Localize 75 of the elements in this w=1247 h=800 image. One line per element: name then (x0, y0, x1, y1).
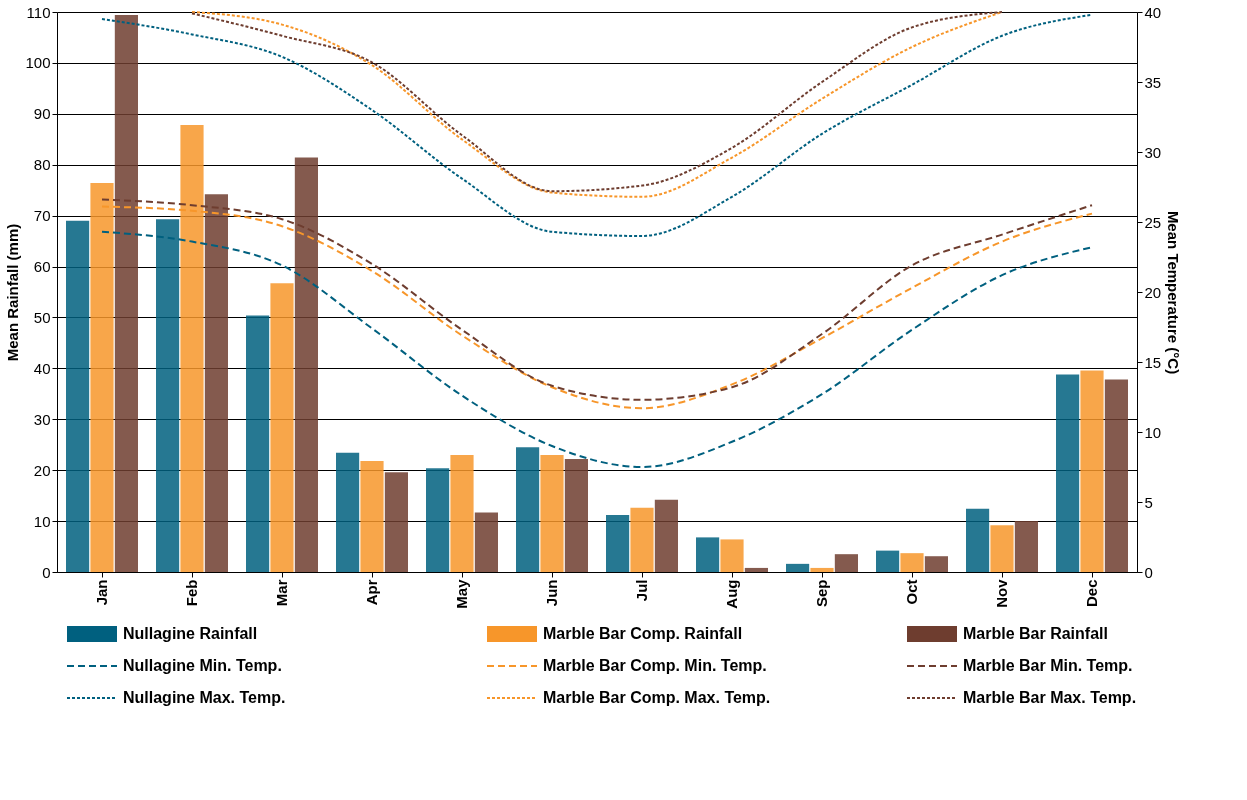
y2-tick-label: 25 (1144, 213, 1162, 231)
bar (384, 472, 408, 572)
x-tick-label: Nov (993, 578, 1010, 608)
bar (876, 550, 900, 572)
bar (606, 514, 630, 572)
bar (786, 563, 810, 572)
legend-label: Marble Bar Min. Temp. (963, 657, 1133, 674)
bar (654, 499, 678, 572)
y-tick-label: 10 (33, 512, 51, 530)
legend-label: Marble Bar Comp. Max. Temp. (543, 689, 771, 706)
y2-tick-label: 35 (1144, 73, 1162, 91)
bar (66, 220, 90, 572)
x-tick-label: Feb (183, 579, 200, 607)
bar (720, 539, 744, 572)
bar (1080, 370, 1104, 572)
line-series (101, 13, 1093, 237)
y-tick-label: 100 (25, 54, 51, 72)
bar (336, 452, 360, 572)
x-tick-label: Mar (273, 579, 290, 607)
y-tick-label: 0 (42, 563, 51, 581)
x-tick-label: Jun (543, 579, 560, 607)
y-tick-label: 30 (33, 410, 51, 428)
y-tick-label: 20 (33, 461, 51, 479)
y2-axis-title: Mean Temperature (°C) (1165, 210, 1183, 375)
x-tick-label: May (453, 578, 470, 609)
bar (270, 283, 294, 572)
x-tick-label: Jul (633, 579, 650, 602)
bar (564, 458, 588, 572)
legend-label: Marble Bar Rainfall (963, 625, 1108, 642)
y2-tick-label: 30 (1144, 143, 1162, 161)
bar (450, 454, 474, 572)
x-tick-label: Dec (1083, 579, 1100, 608)
y-tick-label: 80 (33, 156, 51, 174)
bar (696, 537, 720, 572)
x-tick-label: Aug (723, 579, 740, 609)
y-tick-label: 70 (33, 207, 51, 225)
legend-label: Nullagine Max. Temp. (123, 689, 286, 706)
x-tick-label: Sep (813, 579, 830, 608)
x-tick-label: Apr (363, 579, 380, 606)
x-tick-label: Oct (903, 579, 920, 605)
y-tick-label: 50 (33, 308, 51, 326)
bar (540, 454, 564, 572)
bar (360, 461, 384, 572)
y-tick-label: 110 (26, 3, 51, 21)
y2-tick-label: 15 (1144, 353, 1162, 371)
bar (474, 512, 498, 572)
legend-label: Nullagine Rainfall (123, 625, 258, 642)
legend-label: Marble Bar Comp. Min. Temp. (543, 657, 767, 674)
bar (1014, 521, 1038, 572)
bar (1056, 374, 1080, 572)
bar (1104, 379, 1128, 572)
legend-label: Marble Bar Max. Temp. (963, 689, 1137, 706)
bar (924, 556, 948, 572)
bar (516, 447, 540, 572)
y-tick-label: 60 (33, 258, 51, 276)
y-tick-label: 40 (33, 359, 51, 377)
y-axis-title: Mean Rainfall (mm) (4, 223, 22, 362)
bar (900, 553, 924, 572)
y2-tick-label: 5 (1144, 493, 1153, 511)
bar (966, 508, 990, 572)
y-tick-label: 90 (33, 105, 51, 123)
bar (810, 567, 834, 572)
bar (426, 468, 450, 572)
legend-label: Nullagine Min. Temp. (123, 657, 282, 674)
legend-label: Marble Bar Comp. Rainfall (543, 625, 743, 642)
y2-tick-label: 40 (1144, 3, 1162, 21)
y2-tick-label: 10 (1144, 423, 1162, 441)
bar (744, 567, 768, 572)
bar (990, 525, 1014, 572)
bar (834, 554, 858, 572)
x-tick-label: Jan (93, 579, 110, 606)
y2-tick-label: 20 (1144, 283, 1162, 301)
bar (246, 315, 270, 572)
bar (630, 507, 654, 572)
y2-tick-label: 0 (1144, 563, 1153, 581)
